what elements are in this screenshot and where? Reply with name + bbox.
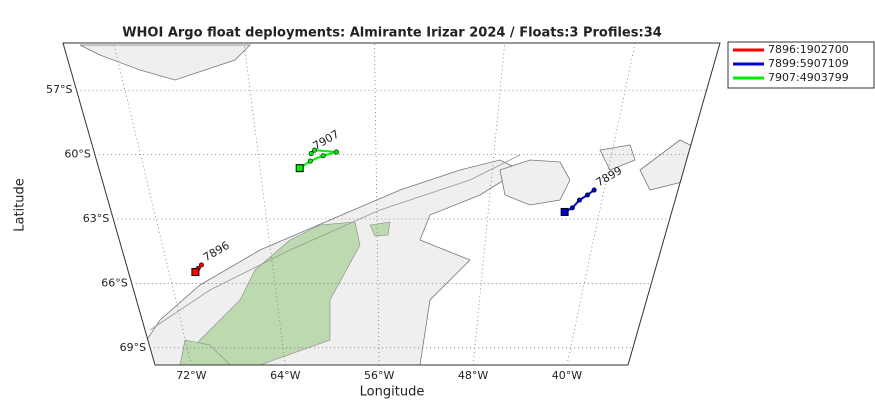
- profile-point: [320, 153, 326, 159]
- legend-label: 7896:1902700: [768, 43, 849, 56]
- profile-point: [312, 147, 318, 153]
- x-tick-label: 48°W: [458, 369, 488, 382]
- x-tick-label: 64°W: [270, 369, 300, 382]
- deploy-marker: [191, 268, 200, 277]
- profile-point: [333, 149, 339, 155]
- island: [369, 221, 391, 237]
- profile-point: [307, 158, 313, 164]
- y-tick-label: 57°S: [46, 83, 72, 96]
- y-tick-label: 60°S: [64, 148, 90, 161]
- y-tick-label: 66°S: [101, 276, 127, 289]
- map-title: WHOI Argo float deployments: Almirante I…: [122, 26, 662, 41]
- island: [599, 144, 636, 171]
- profile-point: [591, 187, 597, 193]
- profile-point: [569, 205, 575, 211]
- profile-point: [308, 151, 314, 157]
- x-axis-label: Longitude: [360, 385, 425, 400]
- y-tick-label: 63°S: [83, 212, 109, 225]
- island: [499, 159, 571, 206]
- peninsula: [179, 221, 361, 365]
- grid-line: [566, 42, 636, 366]
- deploy-marker: [295, 164, 304, 173]
- contour: [149, 154, 521, 331]
- x-tick-label: 72°W: [176, 369, 206, 382]
- land: [79, 44, 251, 81]
- x-tick-label: 56°W: [364, 369, 394, 382]
- profile-point: [584, 192, 590, 198]
- peninsula: [179, 339, 231, 365]
- legend-label: 7899:5907109: [768, 57, 849, 70]
- map-frame: [62, 42, 721, 366]
- y-axis-label: Latitude: [13, 178, 28, 232]
- deploy-marker: [560, 207, 569, 216]
- basemap: [79, 44, 701, 365]
- profile-point: [576, 197, 582, 203]
- x-tick-label: 40°W: [552, 369, 582, 382]
- y-tick-label: 69°S: [120, 341, 146, 354]
- profile-point: [198, 262, 204, 268]
- grid-line: [113, 42, 192, 366]
- legend-label: 7907:4903799: [768, 71, 849, 84]
- grid-line: [373, 42, 380, 366]
